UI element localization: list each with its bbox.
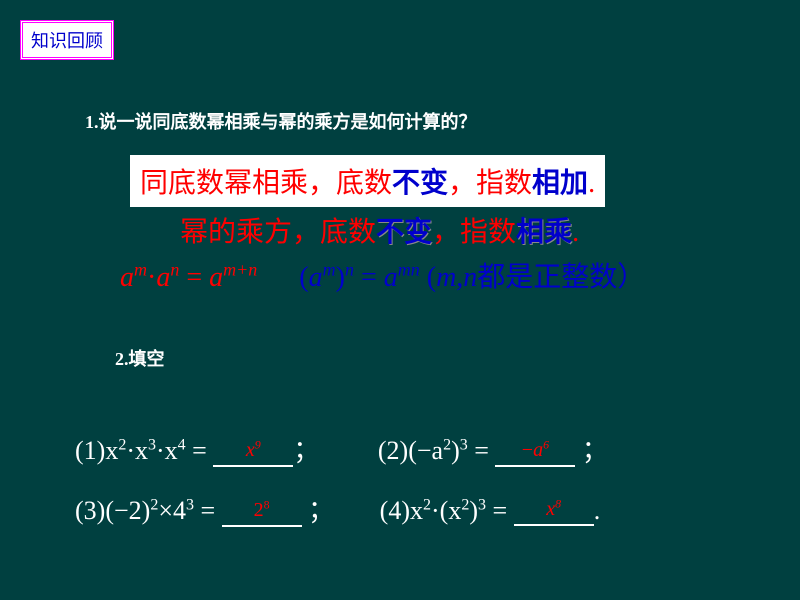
f-co: (	[427, 262, 436, 293]
f-mn2: mn	[398, 260, 420, 280]
p2-e2: 3	[460, 436, 468, 453]
p2-semi: ；	[582, 436, 608, 465]
p1-d1: ·	[126, 436, 135, 465]
rule1-p1: 同底数幂相乘，底数	[140, 168, 392, 199]
problem-2: (2)(−a2)3 = −a6 ；	[378, 430, 608, 467]
p4-x2: x	[448, 496, 461, 525]
p3-b: 4	[173, 496, 186, 525]
f-dot: ·	[147, 262, 156, 293]
p2-answer: −a6	[522, 439, 549, 461]
formula-left: am·an = am+n	[120, 262, 264, 293]
p4-e1: 2	[423, 496, 431, 513]
problem-1: (1)x2·x3·x4 = x9；	[75, 430, 319, 467]
p1-answer: x9	[246, 439, 261, 461]
p3-label: (3)	[75, 496, 105, 525]
f-a5: a	[384, 262, 398, 293]
p2-neg: −	[417, 436, 432, 465]
p1-e2: 3	[148, 436, 156, 453]
problem-4: (4)x2·(x2)3 = x8.	[380, 494, 601, 526]
p1-semi: ；	[293, 436, 319, 465]
p3-t: ×	[158, 496, 173, 525]
rule2-p1: 幂的乘方，底数	[180, 217, 376, 248]
rule1-p2: 不变	[392, 168, 448, 199]
f-mn1: m+n	[223, 260, 257, 280]
p1-x1: x	[105, 436, 118, 465]
formula-row: am·an = am+n (am)n = amn (m,n都是正整数）	[120, 255, 645, 295]
f-m1: m	[134, 260, 147, 280]
problem-3: (3)(−2)2×43 = 28 ；	[75, 490, 334, 527]
f-m2: m	[323, 260, 336, 280]
p4-x1: x	[410, 496, 423, 525]
f-po: (	[299, 262, 308, 293]
f-a1: a	[120, 262, 134, 293]
f-eq2: =	[361, 262, 377, 293]
p1-x3: x	[165, 436, 178, 465]
f-a3: a	[209, 262, 223, 293]
f-ct: 都是正整数）	[477, 262, 645, 293]
problem-row-2: (3)(−2)2×43 = 28 ； (4)x2·(x2)3 = x8.	[75, 490, 608, 550]
p3-e2: 3	[186, 496, 194, 513]
question-2: 2.填空	[115, 345, 165, 371]
p1-label: (1)	[75, 436, 105, 465]
f-a2: a	[156, 262, 170, 293]
rule2-p5: .	[572, 217, 579, 248]
p2-c: )	[451, 436, 460, 465]
rule2-p4: 相乘	[516, 217, 572, 248]
header-box: 知识回顾	[20, 20, 114, 60]
p2-o: (	[408, 436, 417, 465]
rule-2: 幂的乘方，底数不变，指数相乘.	[180, 210, 579, 250]
p4-label: (4)	[380, 496, 410, 525]
f-a4: a	[309, 262, 323, 293]
p1-blank: x9	[213, 435, 293, 467]
f-n2: n	[345, 260, 354, 280]
p2-a: a	[432, 436, 444, 465]
p3-semi: ；	[308, 496, 334, 525]
header-text: 知识回顾	[31, 31, 103, 51]
p4-period: .	[594, 496, 601, 525]
p2-label: (2)	[378, 436, 408, 465]
p4-answer: x8	[546, 498, 561, 520]
rule1-p5: .	[588, 168, 595, 199]
rule-1: 同底数幂相乘，底数不变，指数相加.	[130, 155, 605, 207]
p1-x2: x	[135, 436, 148, 465]
formula-right: (am)n = amn (m,n都是正整数）	[299, 262, 645, 293]
rule1-p3: ，指数	[448, 168, 532, 199]
p3-o: (−2)	[105, 496, 150, 525]
p3-blank: 28	[222, 495, 302, 527]
f-cn: n	[463, 262, 477, 293]
f-eq1: =	[186, 262, 202, 293]
rule2-p2: 不变	[376, 217, 432, 248]
p4-d: ·	[431, 496, 440, 525]
rule1-p4: 相加	[532, 168, 588, 199]
question-1: 1.说一说同底数幂相乘与幂的乘方是如何计算的？	[85, 108, 477, 134]
p4-c: )	[469, 496, 478, 525]
problem-row-1: (1)x2·x3·x4 = x9； (2)(−a2)3 = −a6 ；	[75, 430, 608, 490]
f-n1: n	[170, 260, 179, 280]
p1-d2: ·	[156, 436, 165, 465]
f-cm: m	[436, 262, 456, 293]
p4-blank: x8	[514, 494, 594, 526]
p1-e3: 4	[178, 436, 186, 453]
p2-blank: −a6	[495, 435, 575, 467]
rule2-p3: ，指数	[432, 217, 516, 248]
f-pc: )	[336, 262, 345, 293]
p3-answer: 28	[254, 499, 270, 521]
p4-e3: 3	[478, 496, 486, 513]
p2-e1: 2	[443, 436, 451, 453]
problems: (1)x2·x3·x4 = x9； (2)(−a2)3 = −a6 ； (3)(…	[75, 430, 608, 550]
